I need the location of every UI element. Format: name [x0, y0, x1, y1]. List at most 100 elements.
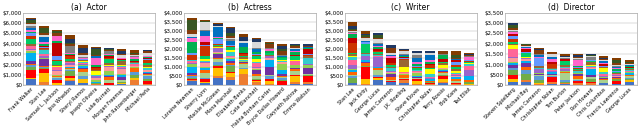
Bar — [143, 74, 152, 75]
Bar — [226, 77, 236, 80]
Bar — [586, 65, 596, 66]
Bar — [547, 68, 557, 69]
Bar — [360, 41, 371, 42]
Bar — [91, 70, 100, 71]
Bar — [508, 23, 518, 25]
Bar — [187, 80, 196, 81]
Bar — [52, 71, 62, 75]
Bar — [291, 75, 300, 76]
Bar — [560, 72, 570, 73]
Bar — [226, 41, 236, 45]
Bar — [130, 62, 140, 64]
Bar — [599, 77, 609, 78]
Bar — [226, 36, 236, 38]
Bar — [39, 37, 49, 42]
Bar — [521, 45, 531, 46]
Bar — [451, 62, 461, 65]
Bar — [573, 71, 582, 73]
Bar — [586, 61, 596, 62]
Bar — [387, 48, 396, 53]
Bar — [213, 62, 223, 65]
Bar — [560, 80, 570, 82]
Bar — [547, 62, 557, 64]
Bar — [187, 78, 196, 79]
Bar — [451, 73, 461, 74]
Bar — [547, 77, 557, 82]
Bar — [26, 26, 36, 29]
Bar — [303, 49, 313, 54]
Bar — [438, 65, 448, 68]
Bar — [116, 51, 127, 54]
Bar — [200, 45, 210, 46]
Bar — [547, 69, 557, 70]
Bar — [226, 59, 236, 61]
Bar — [348, 30, 357, 31]
Bar — [26, 51, 36, 53]
Bar — [508, 79, 518, 82]
Bar — [252, 52, 261, 54]
Bar — [26, 33, 36, 36]
Bar — [612, 81, 621, 84]
Bar — [52, 80, 62, 83]
Bar — [264, 53, 274, 55]
Bar — [387, 63, 396, 65]
Bar — [521, 59, 531, 61]
Bar — [425, 65, 435, 68]
Bar — [374, 37, 383, 39]
Bar — [52, 56, 62, 60]
Bar — [52, 70, 62, 71]
Bar — [521, 46, 531, 47]
Bar — [625, 78, 634, 79]
Bar — [425, 51, 435, 53]
Bar — [464, 83, 474, 84]
Bar — [213, 45, 223, 46]
Bar — [374, 68, 383, 70]
Bar — [599, 61, 609, 63]
Bar — [387, 58, 396, 63]
Bar — [278, 62, 287, 64]
Bar — [625, 69, 634, 70]
Bar — [213, 53, 223, 54]
Bar — [291, 51, 300, 52]
Bar — [412, 84, 422, 85]
Bar — [213, 27, 223, 37]
Bar — [612, 78, 621, 79]
Bar — [65, 76, 75, 78]
Bar — [399, 57, 409, 58]
Bar — [451, 83, 461, 84]
Bar — [451, 59, 461, 60]
Bar — [612, 73, 621, 74]
Bar — [187, 18, 196, 20]
Bar — [65, 46, 75, 53]
Bar — [91, 68, 100, 70]
Bar — [78, 48, 88, 53]
Bar — [387, 71, 396, 72]
Bar — [412, 62, 422, 64]
Bar — [521, 61, 531, 63]
Bar — [226, 47, 236, 50]
Bar — [130, 56, 140, 57]
Bar — [65, 65, 75, 67]
Bar — [508, 45, 518, 48]
Bar — [143, 58, 152, 59]
Bar — [278, 49, 287, 51]
Bar — [65, 67, 75, 68]
Bar — [586, 55, 596, 56]
Bar — [599, 59, 609, 61]
Bar — [348, 31, 357, 32]
Bar — [116, 80, 127, 82]
Bar — [200, 83, 210, 85]
Bar — [534, 50, 544, 54]
Bar — [625, 72, 634, 73]
Bar — [425, 53, 435, 55]
Bar — [451, 76, 461, 77]
Bar — [39, 42, 49, 44]
Bar — [291, 65, 300, 66]
Bar — [291, 70, 300, 75]
Bar — [464, 64, 474, 66]
Bar — [586, 67, 596, 68]
Bar — [399, 55, 409, 56]
Bar — [508, 44, 518, 45]
Bar — [39, 35, 49, 37]
Bar — [39, 50, 49, 54]
